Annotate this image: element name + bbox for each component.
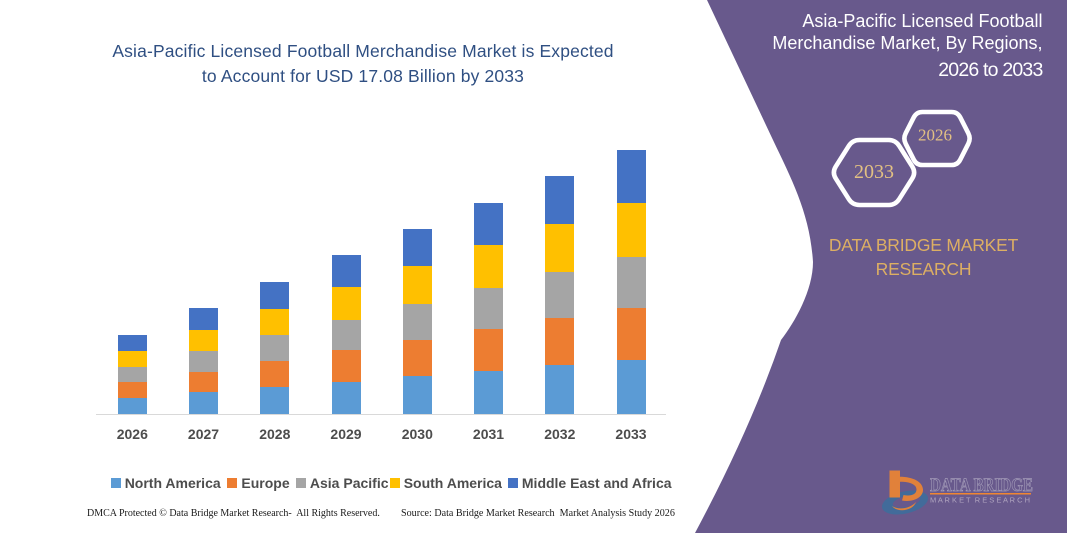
- svg-text:2026: 2026: [918, 126, 952, 145]
- svg-text:2033: 2033: [854, 161, 894, 183]
- svg-text:DATA BRIDGE: DATA BRIDGE: [930, 475, 1033, 496]
- svg-text:M A R K E T R E S E A R C H: M A R K E T R E S E A R C H: [930, 498, 1030, 505]
